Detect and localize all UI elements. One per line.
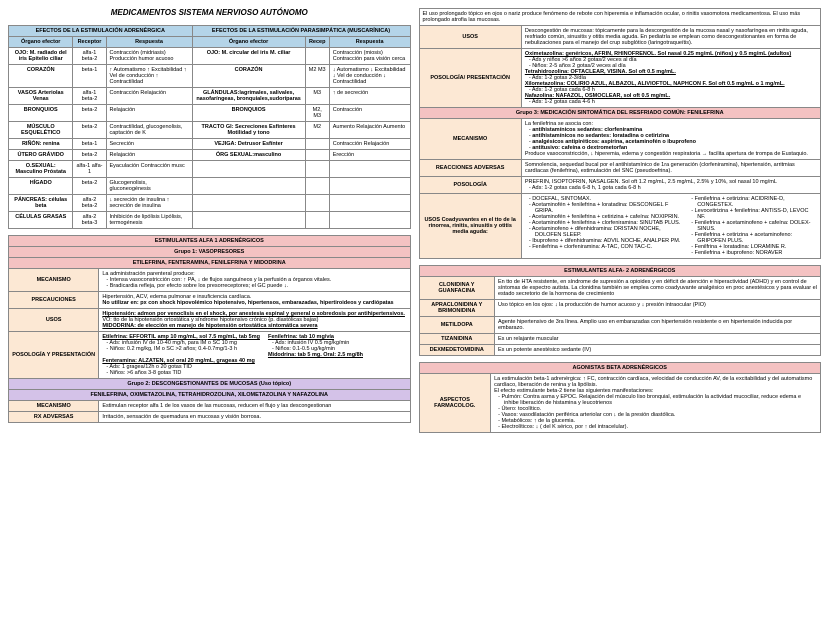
beta-table: AGONISTAS BETA ADRENÉRGICOS ASPECTOS FAR… [419, 362, 822, 433]
hdr-para: EFECTOS DE LA ESTIMULACIÓN PARASIMPÁTICA… [192, 26, 410, 37]
effects-table: EFECTOS DE LA ESTIMULACIÓN ADRENÉRGICAEF… [8, 25, 411, 229]
main-title: MEDICAMENTOS SISTEMA NERVIOSO AUTÓNOMO [8, 8, 411, 17]
alfa2-table: ESTIMULANTES ALFA- 2 ADRENÉRGICOS CLONID… [419, 265, 822, 356]
hdr-adren: EFECTOS DE LA ESTIMULACIÓN ADRENÉRGICA [9, 26, 193, 37]
alfa1-table: ESTIMULANTES ALFA 1 ADRENÉRGICOS Grupo 1… [8, 235, 411, 423]
t2-title: ESTIMULANTES ALFA 1 ADRENÉRGICOS [9, 236, 411, 247]
mucosas-table: El uso prolongado tópico en ojos o nariz… [419, 8, 822, 259]
